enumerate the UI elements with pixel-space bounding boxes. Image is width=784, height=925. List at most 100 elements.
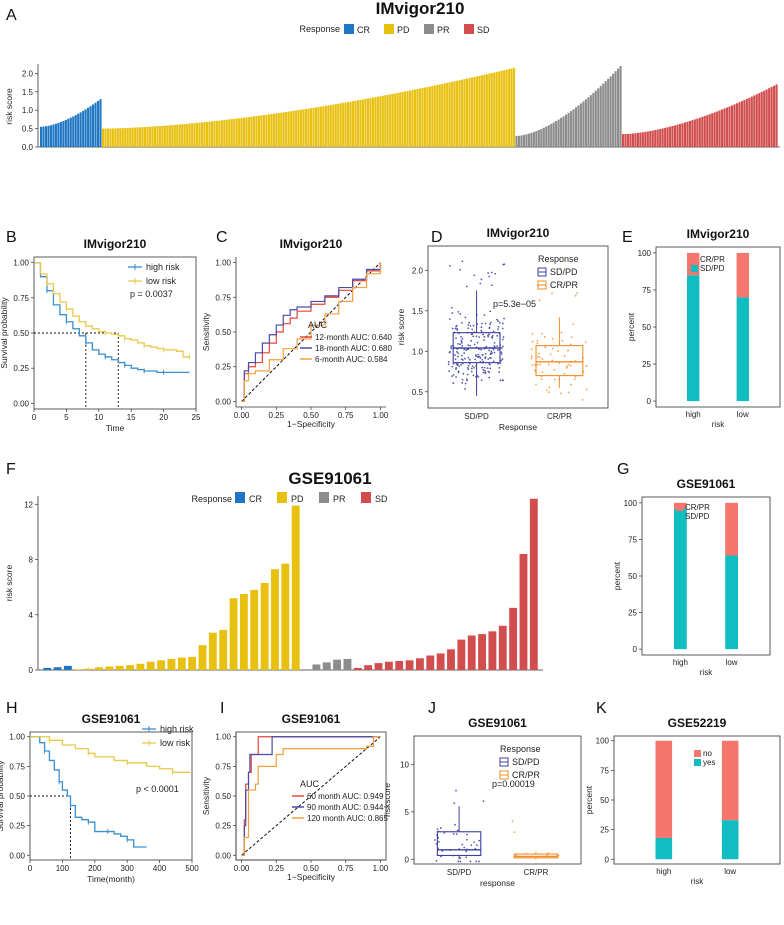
panel-K-bar-low-top xyxy=(721,740,739,821)
panel-A-bar-PD xyxy=(183,124,186,147)
panel-A-bar-SD xyxy=(748,97,751,147)
panel-H-xtick-label: 400 xyxy=(153,864,167,873)
panel-E-bar-low-bottom xyxy=(736,297,749,402)
panel-A-bar-PD xyxy=(319,106,322,147)
panel-A-bar-PD xyxy=(309,108,313,147)
panel-F-bar-PD xyxy=(239,594,248,670)
panel-D-point xyxy=(498,322,501,324)
panel-J-point xyxy=(478,860,480,863)
panel-A-bar-PD xyxy=(131,127,134,147)
panel-A-bar-PD xyxy=(153,126,157,147)
panel-D-point xyxy=(574,294,577,297)
panel-G-ytick-label: 100 xyxy=(624,499,638,508)
panel-D-point xyxy=(498,371,501,373)
panel-F-bar-SD xyxy=(447,649,455,670)
panel-G-xtick-label: high xyxy=(673,658,688,667)
panel-D-point xyxy=(468,362,471,365)
panel-A-bar-PD xyxy=(465,78,469,147)
panel-A-bar-PD xyxy=(230,119,233,147)
panel-D-point xyxy=(483,369,486,372)
panel-A-bar-PD xyxy=(270,114,273,147)
panel-F-legend-swatch-PR xyxy=(319,492,329,503)
panel-A-bar-PD xyxy=(421,88,424,147)
panel-C-legend-label: 12-month AUC: 0.640 xyxy=(315,333,392,342)
panel-B-xtick-label: 15 xyxy=(127,413,136,422)
panel-J-point xyxy=(435,842,438,845)
panel-A-bar-PR xyxy=(542,127,545,147)
panel-D-point xyxy=(489,352,492,355)
panel-D-point xyxy=(454,327,457,330)
panel-D-point xyxy=(560,392,562,395)
panel-D-point xyxy=(460,354,463,357)
panel-F-bar-CR xyxy=(53,667,62,670)
panel-D-point xyxy=(484,357,487,360)
panel-B-xtick-label: 25 xyxy=(192,413,201,422)
panel-B-title: IMvigor210 xyxy=(84,237,147,251)
panel-H-ytick-label: 0.75 xyxy=(9,762,25,771)
panel-A-bar-PR xyxy=(604,81,607,147)
panel-D-point xyxy=(466,366,469,369)
panel-D-point xyxy=(457,355,459,358)
panel-D-point xyxy=(470,339,473,342)
panel-A-bar-PD xyxy=(203,122,206,147)
panel-D-point xyxy=(467,344,470,347)
panel-D-point xyxy=(500,353,503,355)
panel-F-bar-SD xyxy=(384,661,393,670)
panel-D-point xyxy=(481,366,484,369)
panel-A-bar-PD xyxy=(384,95,387,147)
panel-D-point xyxy=(566,365,568,368)
panel-D-point xyxy=(502,345,504,348)
panel-letter-J: J xyxy=(428,700,436,717)
panel-A-bar-PD xyxy=(139,127,142,147)
panel-A-legend-label-CR: CR xyxy=(357,25,370,35)
panel-E-bar-low-top xyxy=(736,252,749,298)
panel-D-point xyxy=(472,335,475,338)
panel-J-point xyxy=(436,834,439,837)
panel-A-bar-PD xyxy=(458,80,461,147)
panel-J-point xyxy=(463,846,466,849)
panel-D-point xyxy=(461,382,464,384)
panel-A-bar-SD xyxy=(735,103,739,147)
panel-H-legend-label: low risk xyxy=(160,738,191,748)
panel-D-ytick-label: 0.5 xyxy=(412,388,424,397)
panel-D-point xyxy=(483,347,486,350)
panel-B-xtick-label: 0 xyxy=(32,413,37,422)
panel-A-bar-SD xyxy=(673,125,677,147)
panel-D-point xyxy=(496,345,499,348)
panel-E-ytick-label: 50 xyxy=(642,323,651,332)
panel-A-bar-SD xyxy=(646,131,649,147)
panel-F-bar-SD xyxy=(529,498,538,670)
panel-A-bar-SD xyxy=(666,127,669,147)
panel-A-bar-PD xyxy=(146,126,149,147)
panel-F-bar-PD xyxy=(136,663,145,670)
panel-A-bar-PD xyxy=(463,79,466,147)
panel-A-bar-PD xyxy=(461,79,464,147)
panel-A-bar-PD xyxy=(255,116,258,147)
panel-letter-E: E xyxy=(622,229,633,246)
panel-C-legend-label: 6-month AUC: 0.584 xyxy=(315,355,388,364)
panel-D-point xyxy=(471,333,474,336)
panel-H-title: GSE91061 xyxy=(82,712,141,726)
panel-A-bar-CR xyxy=(77,113,80,147)
panel-F-legend-label-CR: CR xyxy=(249,494,262,504)
panel-A-bar-PD xyxy=(510,68,513,147)
panel-F-bar-SD xyxy=(436,653,445,670)
panel-J-point xyxy=(513,831,516,834)
panel-D-point xyxy=(457,371,460,374)
panel-J-point xyxy=(474,847,477,850)
panel-D-point xyxy=(460,342,463,344)
panel-D-point xyxy=(472,374,475,377)
panel-A-ytick-label: 0.0 xyxy=(22,143,34,152)
panel-A-ytick-label: 0.5 xyxy=(22,125,34,134)
panel-K-ytick-label: 100 xyxy=(596,737,610,746)
panel-A-bar-PD xyxy=(144,127,147,147)
panel-D-ytick-label: 1.0 xyxy=(412,347,424,356)
panel-G-ylabel: percent xyxy=(612,561,622,590)
panel-D-point xyxy=(487,272,490,274)
panel-A-bar-PD xyxy=(129,127,132,147)
panel-J-ylabel: riskscore xyxy=(382,783,392,817)
panel-A-bar-PD xyxy=(342,102,345,147)
panel-D-point xyxy=(558,378,561,381)
panel-A-bar-PD xyxy=(215,120,218,147)
panel-C-ylabel: Sensitivity xyxy=(201,312,211,351)
